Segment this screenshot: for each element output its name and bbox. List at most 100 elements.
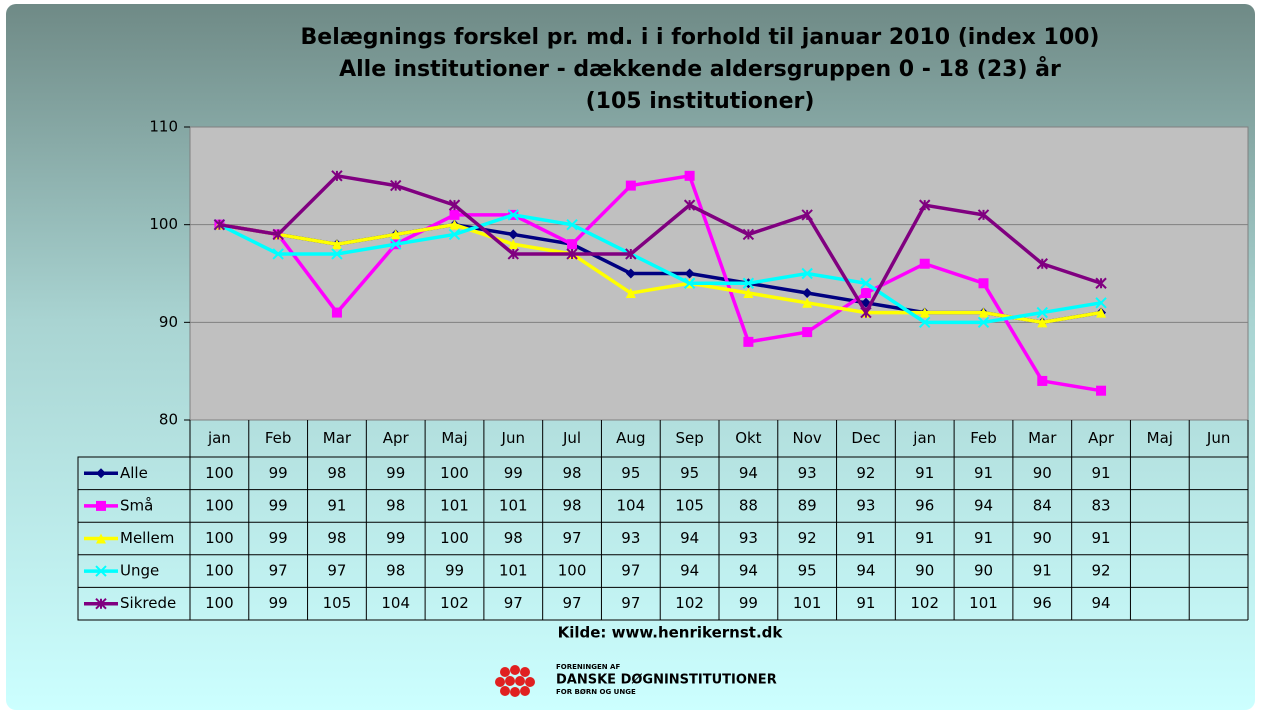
marker: [95, 597, 107, 610]
table-value: 93: [739, 529, 758, 547]
table-value: 91: [915, 529, 934, 547]
legend-label: Små: [120, 496, 153, 514]
x-tick-label: Apr: [1088, 429, 1115, 447]
table-value: 91: [327, 496, 346, 514]
marker: [860, 288, 871, 299]
table-value: 101: [499, 562, 528, 580]
table-value: 90: [1033, 464, 1052, 482]
marker: [684, 268, 695, 279]
table-value: 99: [386, 464, 405, 482]
table-value: 105: [323, 594, 352, 612]
marker: [743, 288, 754, 299]
marker: [683, 199, 696, 211]
x-tick-label: Aug: [616, 429, 645, 447]
table-value: 94: [680, 562, 699, 580]
marker: [448, 228, 461, 241]
marker: [802, 297, 813, 308]
marker: [507, 248, 519, 260]
x-tick-label: jan: [912, 429, 936, 447]
marker: [977, 209, 990, 221]
marker: [919, 258, 930, 269]
line: [218, 213, 1102, 325]
legend-label: Sikrede: [120, 594, 176, 612]
marker: [978, 278, 989, 289]
x-tick-label: Nov: [793, 429, 822, 447]
table-value: 99: [269, 464, 288, 482]
marker: [96, 500, 106, 511]
table-value: 91: [974, 529, 993, 547]
table-value: 91: [1092, 464, 1111, 482]
table-value: 100: [205, 562, 234, 580]
marker: [95, 565, 107, 577]
marker: [625, 288, 636, 299]
marker: [801, 267, 813, 280]
marker: [567, 239, 578, 250]
table-value: 102: [910, 594, 939, 612]
marker: [331, 307, 342, 318]
marker: [683, 277, 696, 289]
table-value: 99: [269, 529, 288, 547]
marker: [919, 316, 931, 329]
marker: [566, 248, 578, 260]
marker: [802, 327, 813, 338]
table-value: 93: [621, 529, 640, 547]
table-value: 98: [563, 464, 582, 482]
x-tick-label: Sep: [675, 429, 703, 447]
series: [214, 170, 1107, 396]
marker: [448, 199, 461, 211]
marker: [96, 533, 106, 544]
table-value: 94: [739, 464, 758, 482]
marker: [1096, 385, 1107, 396]
table-value: 99: [445, 562, 464, 580]
marker: [449, 209, 460, 220]
table-value: 90: [974, 562, 993, 580]
table-value: 104: [617, 496, 646, 514]
x-tick-label: Maj: [441, 429, 467, 447]
x-tick-label: jan: [207, 429, 231, 447]
marker: [1095, 277, 1107, 289]
table-value: 96: [1033, 594, 1052, 612]
x-tick-label: Feb: [970, 429, 997, 447]
x-tick-label: Mar: [1028, 429, 1057, 447]
table-value: 105: [675, 496, 704, 514]
plot-area: [189, 126, 1249, 421]
marker: [1037, 317, 1048, 328]
marker: [625, 248, 637, 260]
x-tick-label: Jun: [501, 429, 525, 447]
marker: [390, 229, 401, 240]
table-value: 99: [739, 594, 758, 612]
marker: [978, 307, 989, 318]
marker: [1095, 297, 1107, 309]
marker: [1096, 307, 1107, 318]
table-value: 97: [621, 594, 640, 612]
marker: [801, 209, 813, 221]
legend-label: Alle: [120, 464, 148, 482]
table-value: 92: [856, 464, 875, 482]
x-tick-label: Okt: [735, 429, 761, 447]
table-value: 97: [327, 562, 346, 580]
marker: [977, 316, 990, 329]
table-value: 94: [856, 562, 875, 580]
table-value: 98: [327, 464, 346, 482]
legend-label: Unge: [120, 562, 159, 580]
x-tick-label: Apr: [383, 429, 410, 447]
table-value: 101: [499, 496, 528, 514]
y-tick-label: 90: [159, 313, 178, 331]
table-value: 97: [563, 529, 582, 547]
x-tick-label: Jul: [562, 429, 581, 447]
x-tick-label: Maj: [1147, 429, 1173, 447]
table-value: 91: [915, 464, 934, 482]
table-value: 97: [504, 594, 523, 612]
legend-label: Mellem: [120, 529, 174, 547]
table-value: 96: [915, 496, 934, 514]
table-value: 94: [974, 496, 993, 514]
table-value: 89: [798, 496, 817, 514]
marker: [1036, 258, 1048, 270]
marker: [566, 218, 578, 231]
table-value: 100: [205, 496, 234, 514]
logo-text: FORENINGEN AF: [556, 663, 620, 671]
table-value: 101: [793, 594, 822, 612]
marker: [860, 306, 872, 319]
y-tick-label: 80: [159, 411, 178, 429]
